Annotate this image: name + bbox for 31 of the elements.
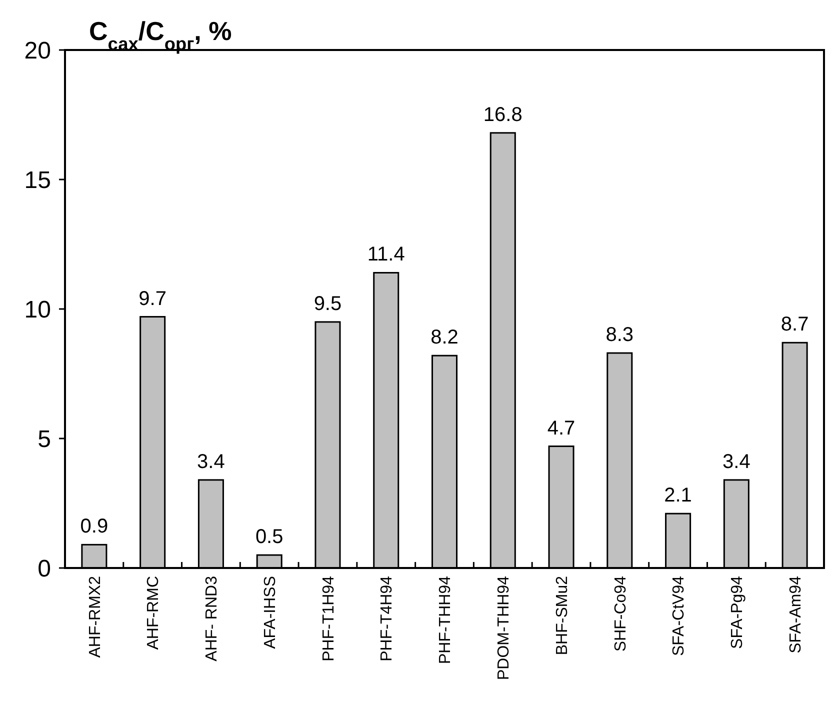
x-tick-label: BHF-SMu2 [554, 576, 571, 656]
x-tick-label: PHF-T1H94 [320, 576, 338, 662]
x-tick-label: SFA-Am94 [787, 576, 804, 654]
data-label: 2.1 [664, 484, 692, 507]
x-tick-label: AFA-IHSS [262, 576, 279, 649]
data-label: 8.3 [606, 324, 634, 346]
y-tick-label: 15 [24, 166, 51, 194]
data-label: 3.4 [197, 450, 225, 473]
x-tick-label: AHF-RMX2 [86, 576, 104, 658]
x-tick-label: PDOM-THH94 [495, 576, 512, 680]
data-label: 3.4 [722, 450, 750, 473]
y-tick-label: 0 [38, 555, 51, 582]
data-label: 16.8 [483, 104, 522, 126]
x-tick-label: SFA-CtV94 [670, 576, 688, 656]
data-label: 8.2 [430, 326, 458, 349]
x-tick-label: PHF-THH94 [437, 576, 454, 664]
x-tick-label: AHF- RND3 [204, 576, 221, 662]
data-label: 0.5 [255, 526, 284, 548]
x-tick-label: PHF-T4H94 [378, 576, 396, 662]
y-tick-label: 10 [24, 296, 51, 324]
y-tick-label: 5 [38, 426, 51, 453]
y-tick-label: 20 [24, 37, 51, 64]
x-tick-label: AHF-RMC [145, 576, 162, 650]
data-label: 0.9 [80, 516, 108, 538]
x-tick-label: SHF-Co94 [612, 576, 630, 652]
data-label: 9.7 [138, 288, 166, 310]
data-label: 4.7 [547, 417, 576, 440]
data-label: 11.4 [367, 244, 405, 266]
data-label: 8.7 [780, 314, 809, 336]
data-label: 9.5 [314, 292, 342, 315]
x-tick-label: SFA-Pg94 [729, 576, 746, 649]
